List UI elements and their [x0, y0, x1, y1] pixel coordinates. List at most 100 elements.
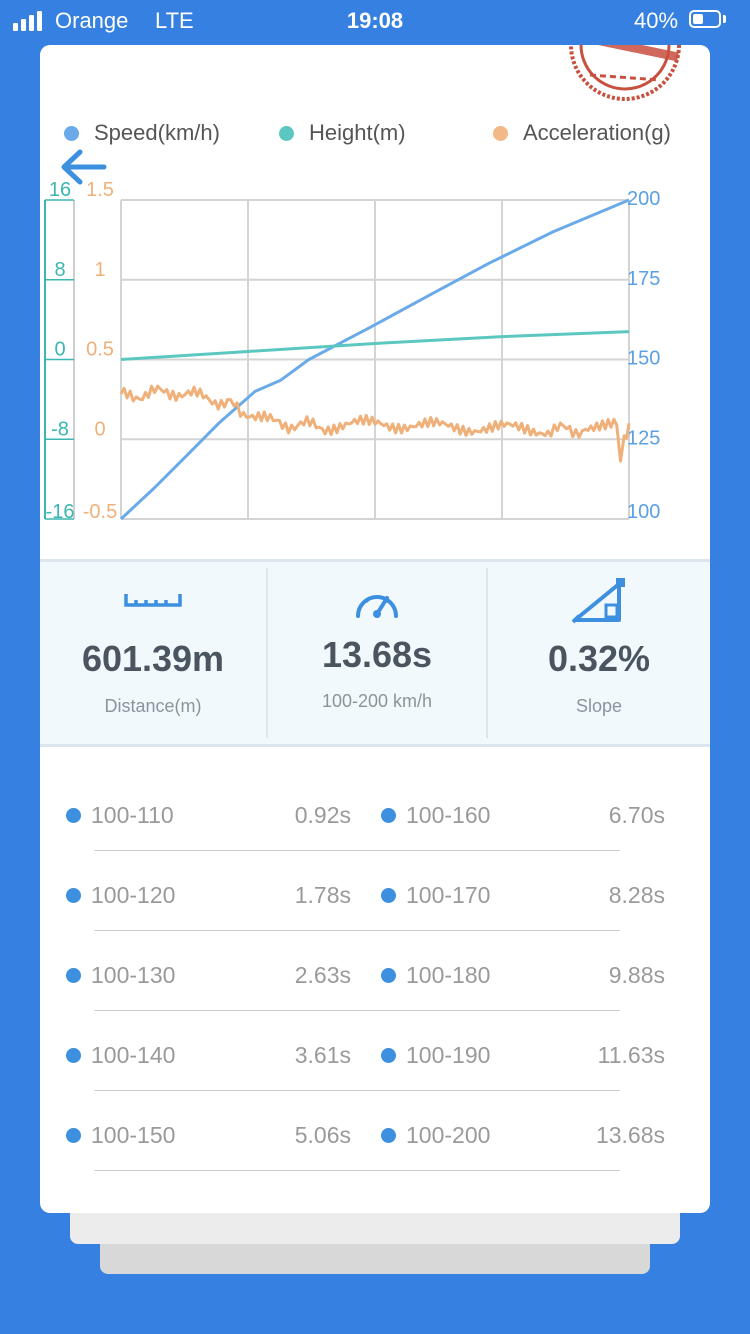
- slope-label: Slope: [575, 696, 623, 716]
- speed-tick-label: 175: [627, 268, 660, 290]
- stat-divider: [486, 568, 488, 738]
- certified-stamp-icon: [569, 45, 681, 101]
- acceleration-tick-label: 1: [94, 259, 105, 281]
- split-range: 100-150: [91, 1121, 176, 1148]
- ruler-icon: [124, 594, 182, 607]
- distance-label: Distance(m): [104, 696, 202, 716]
- split-dot: [66, 887, 81, 903]
- distance-value: 601.39m: [81, 638, 225, 679]
- network-label: LTE: [155, 8, 194, 33]
- row-divider: [94, 1170, 620, 1171]
- signal-icon: [13, 11, 42, 31]
- split-range: 100-140: [91, 1041, 176, 1068]
- series-line-speed: [119, 198, 630, 521]
- chart-legend: Speed(km/h) Height(m) Acceleration(g): [40, 120, 710, 150]
- split-item: 100-180: [381, 945, 490, 1005]
- split-item: 100-140: [66, 1025, 175, 1085]
- time-label: 100-200 km/h: [321, 691, 433, 711]
- height-tick-label: 0: [54, 339, 65, 361]
- row-divider: [94, 850, 620, 851]
- split-dot: [66, 967, 81, 983]
- split-time: 1.78s: [294, 881, 351, 908]
- speedometer-icon: [356, 595, 398, 618]
- split-dot: [381, 967, 396, 983]
- split-time: 2.63s: [294, 961, 351, 988]
- speed-tick-label: 100: [627, 501, 660, 523]
- height-tick-label: 16: [49, 179, 71, 201]
- row-divider: [94, 1090, 620, 1091]
- split-item: 100-150: [66, 1105, 175, 1165]
- series-line-acceleration: [119, 384, 631, 463]
- split-range: 100-120: [91, 881, 176, 908]
- clock: 19:08: [346, 8, 404, 33]
- split-time: 3.61s: [294, 1041, 351, 1068]
- split-dot: [381, 887, 396, 903]
- split-row: 100-150 5.06s 100-200 13.68s: [40, 1105, 710, 1185]
- split-row: 100-140 3.61s 100-190 11.63s: [40, 1025, 710, 1105]
- split-item: 100-130: [66, 945, 175, 1005]
- split-time: 11.63s: [597, 1041, 665, 1068]
- split-time: 0.92s: [294, 801, 351, 828]
- height-tick-label: 8: [54, 259, 65, 281]
- split-item: 100-190: [381, 1025, 490, 1085]
- legend-acceleration[interactable]: Acceleration(g): [493, 120, 671, 146]
- legend-height-label: Height(m): [309, 120, 406, 145]
- slope-icon: [571, 578, 625, 624]
- legend-acceleration-dot: [493, 125, 508, 141]
- legend-acceleration-label: Acceleration(g): [523, 120, 671, 145]
- acceleration-tick-label: 0: [94, 418, 105, 440]
- height-tick-label: -16: [46, 501, 75, 523]
- result-card: Speed(km/h) Height(m) Acceleration(g) 16…: [40, 45, 710, 1213]
- split-item: 100-120: [66, 865, 175, 925]
- split-range: 100-130: [91, 961, 176, 988]
- carrier-label: Orange: [55, 8, 129, 33]
- series-line-height: [120, 330, 630, 361]
- split-range: 100-110: [91, 801, 174, 828]
- split-range: 100-160: [406, 801, 491, 828]
- legend-height-dot: [279, 125, 294, 141]
- stats-panel: 601.39m Distance(m) 13.68s 100-200 km/h: [40, 559, 710, 747]
- split-item: 100-170: [381, 865, 490, 925]
- legend-height[interactable]: Height(m): [279, 120, 406, 146]
- height-tick-label: -8: [51, 418, 69, 440]
- acceleration-tick-label: 0.5: [86, 339, 114, 361]
- split-row: 100-110 0.92s 100-160 6.70s: [40, 785, 710, 865]
- speed-tick-label: 150: [627, 348, 660, 370]
- split-range: 100-170: [406, 881, 491, 908]
- split-dot: [381, 807, 396, 823]
- back-arrow-icon[interactable]: [58, 145, 114, 189]
- battery-tip: [723, 15, 726, 23]
- legend-speed[interactable]: Speed(km/h): [64, 120, 220, 146]
- split-item: 100-160: [381, 785, 490, 845]
- battery-percent: 40%: [634, 8, 679, 33]
- stat-distance: 601.39m Distance(m): [40, 562, 266, 744]
- stat-divider: [266, 568, 268, 738]
- split-time: 8.28s: [608, 881, 665, 908]
- split-item: 100-110: [66, 785, 174, 845]
- acceleration-tick-label: 1.5: [86, 179, 114, 201]
- status-bar: Orange LTE 19:08 40%: [0, 0, 750, 42]
- stat-time: 13.68s 100-200 km/h: [268, 562, 486, 744]
- split-time: 6.70s: [608, 801, 665, 828]
- row-divider: [94, 1010, 620, 1011]
- slope-value: 0.32%: [547, 638, 651, 679]
- split-range: 100-190: [406, 1041, 491, 1068]
- split-dot: [66, 1127, 81, 1143]
- speed-tick-label: 125: [627, 427, 660, 449]
- legend-speed-label: Speed(km/h): [94, 120, 220, 145]
- split-dot: [66, 1047, 81, 1063]
- split-dot: [381, 1127, 396, 1143]
- split-dot: [66, 807, 81, 823]
- split-range: 100-200: [406, 1121, 491, 1148]
- battery-icon: [689, 10, 721, 28]
- split-time: 9.88s: [608, 961, 665, 988]
- split-time: 5.06s: [294, 1121, 351, 1148]
- time-value: 13.68s: [321, 634, 433, 675]
- legend-speed-dot: [64, 125, 79, 141]
- acceleration-tick-label: -0.5: [83, 501, 117, 523]
- split-item: 100-200: [381, 1105, 490, 1165]
- split-time: 13.68s: [595, 1121, 665, 1148]
- speed-tick-label: 200: [627, 188, 660, 210]
- split-dot: [381, 1047, 396, 1063]
- row-divider: [94, 930, 620, 931]
